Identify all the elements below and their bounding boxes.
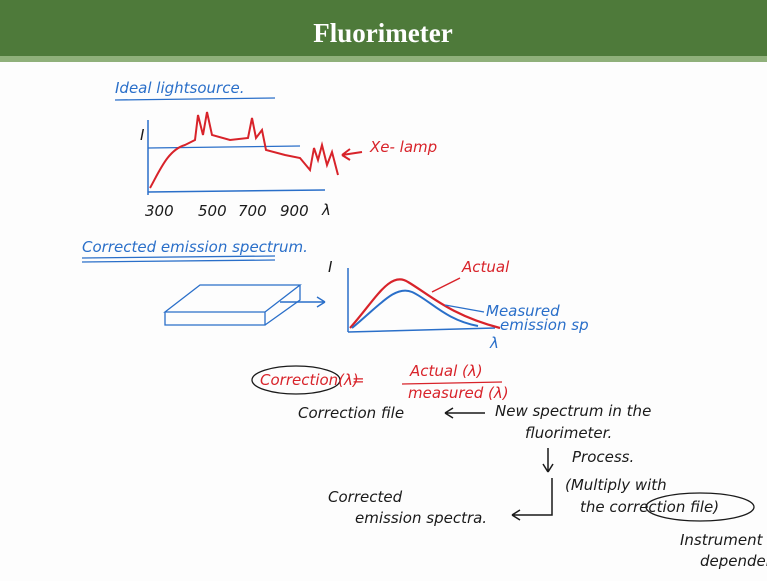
text: the correction file) xyxy=(580,498,719,516)
axis-label: I xyxy=(328,258,333,276)
tick-label: 500 xyxy=(198,202,227,220)
tick-label: 300 xyxy=(145,202,174,220)
tick-label: 900 xyxy=(280,202,309,220)
text: (Multiply with xyxy=(565,476,667,494)
text: Corrected xyxy=(328,488,403,506)
heading: Ideal lightsource. xyxy=(115,79,244,97)
formula-lhs: Correction(λ) xyxy=(260,371,359,389)
header-edge xyxy=(0,56,767,62)
axis-label: λ xyxy=(321,201,331,219)
title: Fluorimeter xyxy=(313,18,452,48)
denominator: measured (λ) xyxy=(408,384,509,402)
text: dependent. xyxy=(700,552,767,570)
lamp-label: Xe- lamp xyxy=(369,138,437,156)
axis-label: λ xyxy=(489,334,499,352)
tick-label: 700 xyxy=(238,202,267,220)
text: fluorimeter. xyxy=(525,424,612,442)
numerator: Actual (λ) xyxy=(409,362,483,380)
label: emission sp xyxy=(500,316,589,334)
label: Actual xyxy=(461,258,510,276)
text: New spectrum in the xyxy=(495,402,651,420)
text: Instrument xyxy=(680,531,764,549)
text: Process. xyxy=(572,448,634,466)
heading: Corrected emission spectrum. xyxy=(82,238,308,256)
formula-equals: = xyxy=(352,371,365,389)
axis-label: I xyxy=(140,126,145,144)
text: emission spectra. xyxy=(355,509,487,527)
slide: Fluorimeter Ideal lightsource. I Xe- lam… xyxy=(0,0,767,581)
text: Correction file xyxy=(298,404,404,422)
